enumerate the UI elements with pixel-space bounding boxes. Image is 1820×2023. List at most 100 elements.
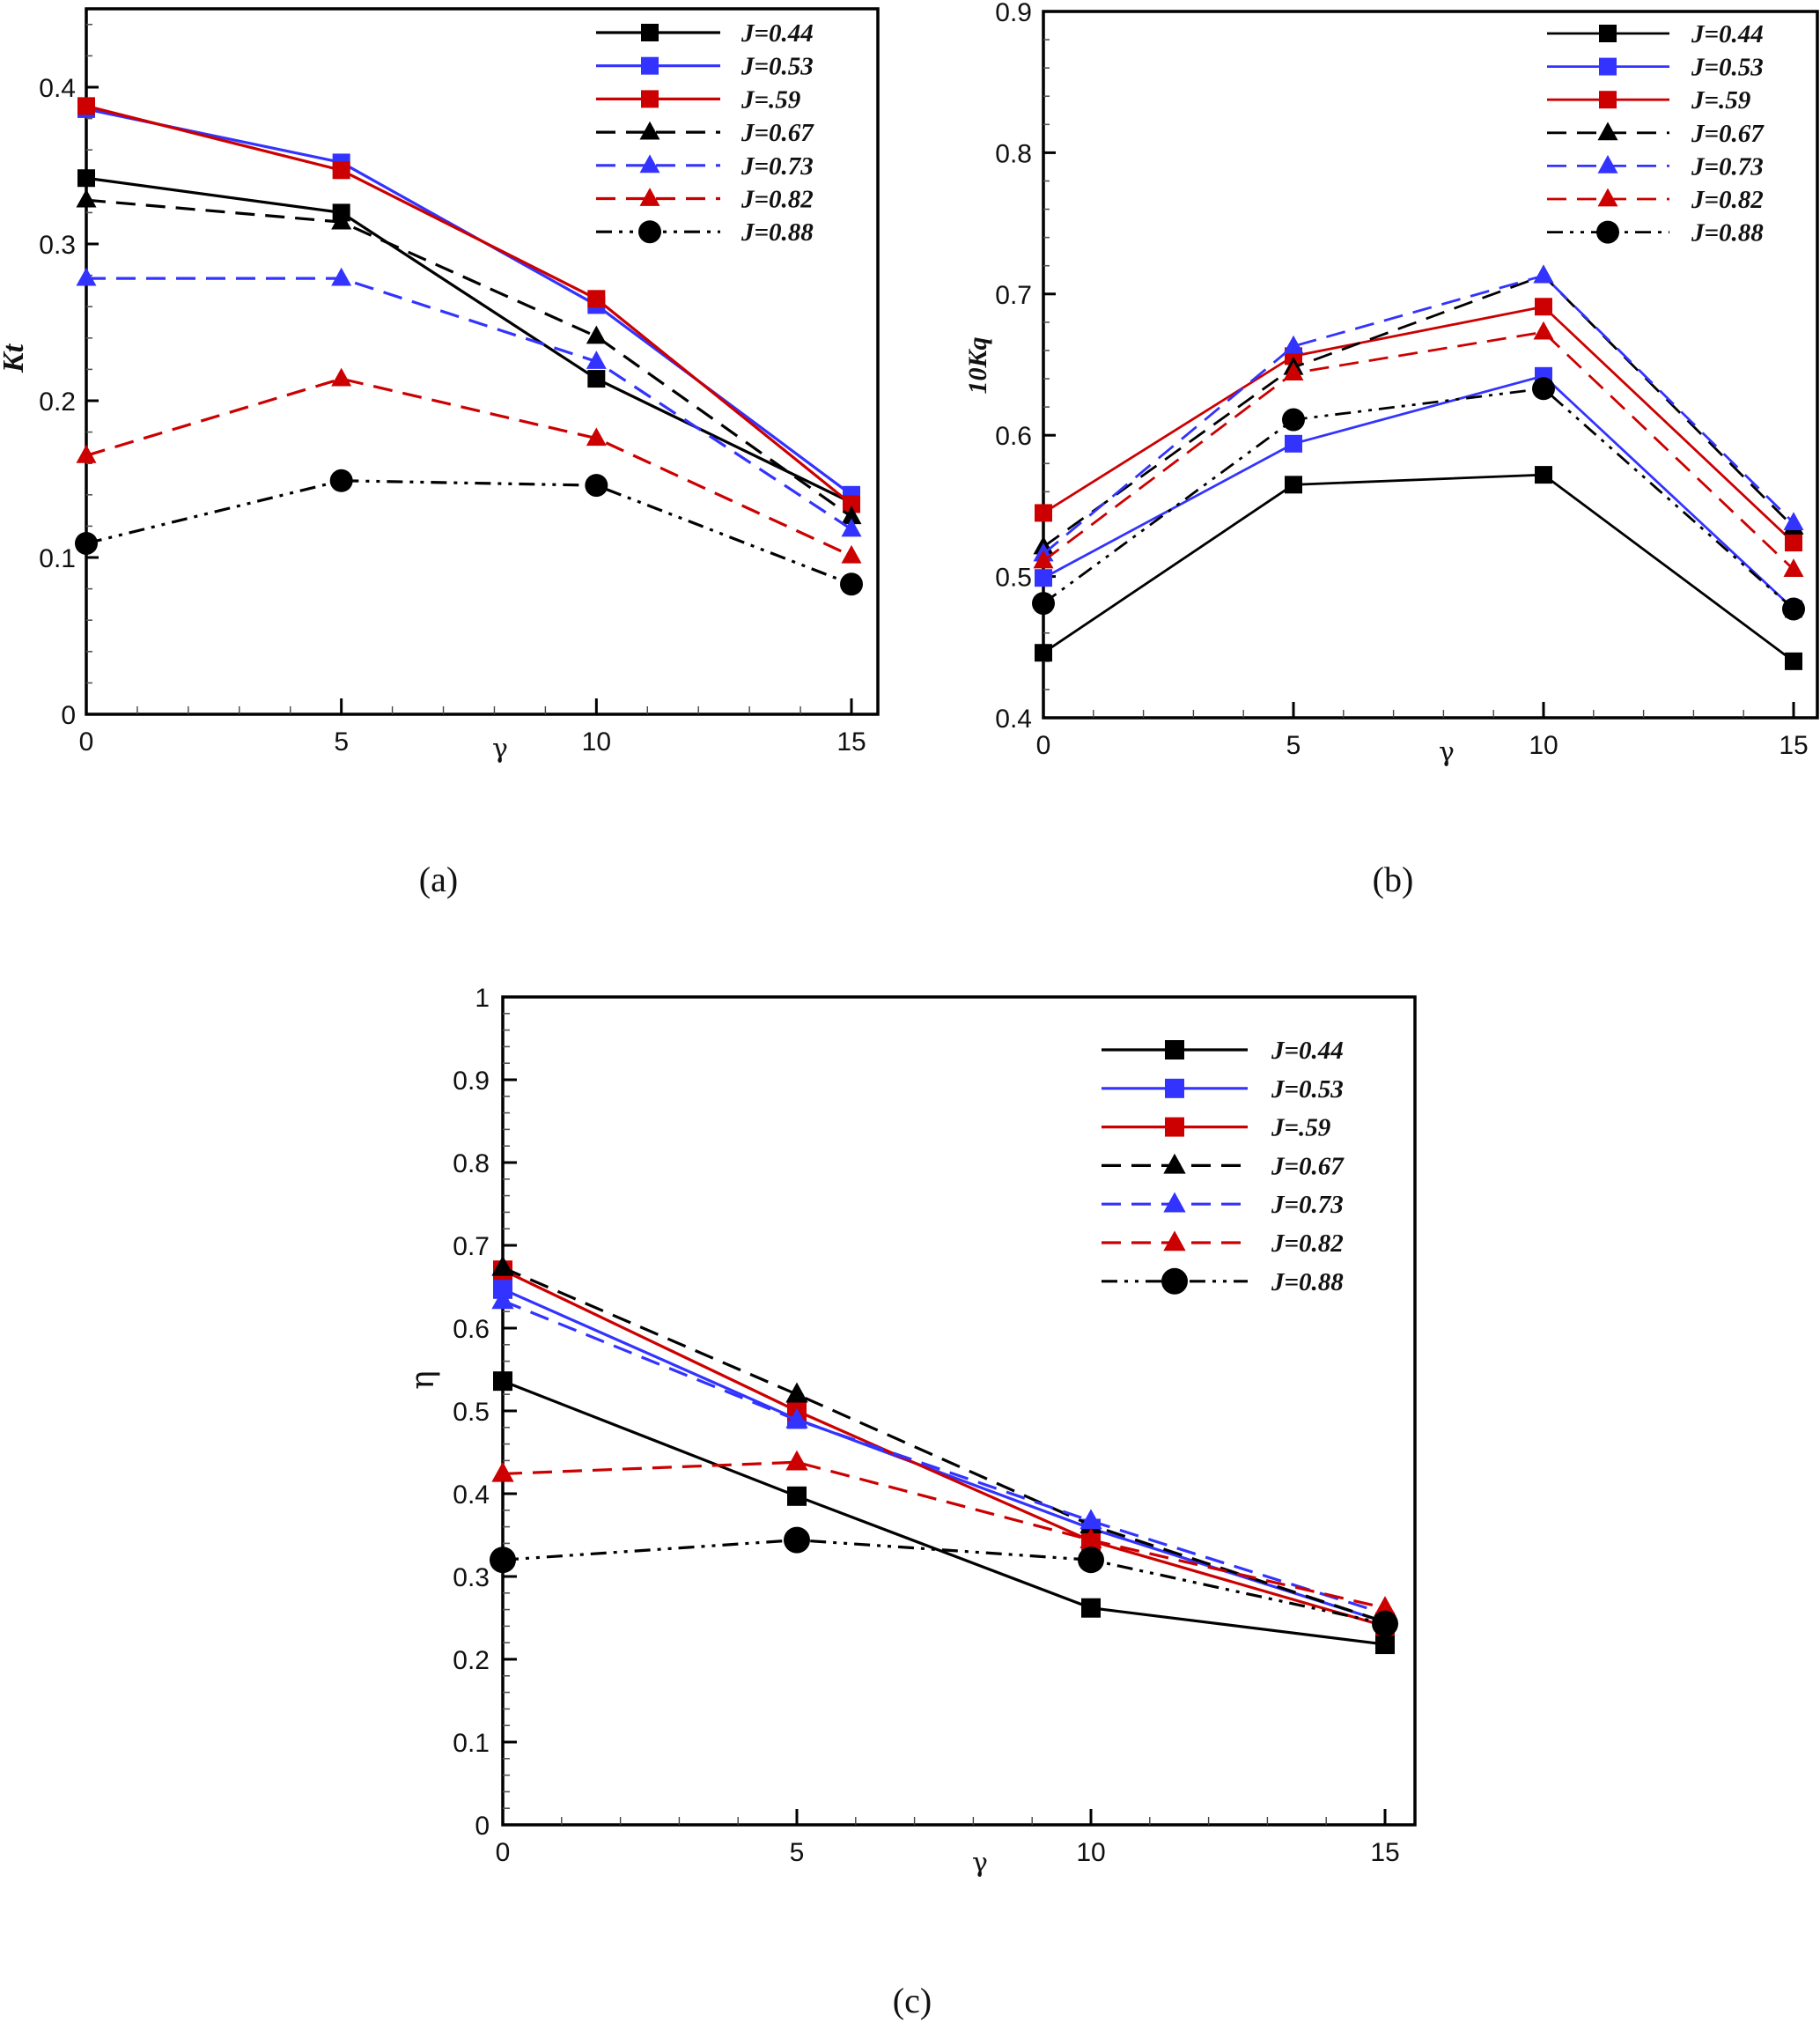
legend-marker-square <box>641 56 659 75</box>
series-line <box>502 1266 1386 1624</box>
series-line <box>1043 305 1794 544</box>
chart-a-kt: (a) Kt γ 0 0.1 0.2 0.3 0.4 0 5 10 15 J=0.44 J=0.53… <box>0 7 880 899</box>
series-line <box>85 198 852 519</box>
series-j-0-82 <box>491 1450 1396 1616</box>
data-point-circle <box>329 469 353 492</box>
series-j-59 <box>77 97 860 513</box>
legend-label: J=.59 <box>1691 86 1750 114</box>
legend-marker-circle <box>1161 1267 1188 1295</box>
chart-c-eta: (c) η γ 00.10.20.30.40.50.60.70.80.910 5 1… <box>405 984 1417 2020</box>
data-point-square <box>1785 652 1802 670</box>
plot-frame <box>1042 10 1819 720</box>
chart-c-x-axis-title: γ <box>972 1848 988 1879</box>
data-point-triangle <box>1533 264 1554 284</box>
data-point-square <box>1285 476 1302 494</box>
x-tick-label: 0 <box>79 727 94 757</box>
series-line <box>1043 330 1794 571</box>
legend-item: J=0.73 <box>1102 1191 1344 1219</box>
x-tick-label: 5 <box>1286 731 1301 760</box>
data-point-triangle <box>1283 362 1304 381</box>
legend-marker-square <box>1599 25 1617 42</box>
legend-item: J=0.53 <box>596 53 814 81</box>
data-point-triangle <box>586 325 607 344</box>
legend-item: J=.59 <box>1547 86 1750 114</box>
legend-marker-square <box>1165 1040 1184 1059</box>
legend-marker-square <box>1599 57 1617 76</box>
data-point-triangle <box>841 506 862 525</box>
data-point-square <box>1035 504 1052 522</box>
y-tick-label: 0.9 <box>995 0 1032 27</box>
data-point-circle <box>1078 1547 1104 1574</box>
plot-frame <box>85 7 880 716</box>
series-j-0-67 <box>491 1255 1396 1630</box>
data-point-triangle <box>1079 1509 1102 1530</box>
x-tick-label: 10 <box>1076 1838 1105 1867</box>
chart-c-caption: (c) <box>893 1981 932 2020</box>
series-j-0-82 <box>1033 321 1804 577</box>
data-point-triangle <box>491 1288 514 1310</box>
legend-marker-square <box>641 90 659 108</box>
data-point-square <box>77 97 95 115</box>
series-line <box>85 104 853 506</box>
y-tick-label: 0.5 <box>995 564 1032 593</box>
x-tick-label: 10 <box>582 727 611 757</box>
legend-label: J=0.53 <box>1691 54 1764 82</box>
legend: J=0.44 J=0.53 J=.59 J=0.67 J=0.73 J=0.82 J=0.8… <box>1547 20 1765 247</box>
legend-label: J=0.44 <box>1691 20 1764 48</box>
y-tick-label: 0.8 <box>995 139 1032 168</box>
data-point-triangle <box>586 351 607 369</box>
series-line <box>502 1379 1386 1646</box>
legend-item: J=0.44 <box>1102 1037 1344 1065</box>
legend-label: J=0.82 <box>741 186 814 214</box>
series-j-0-53 <box>493 1279 1395 1632</box>
data-point-square <box>1535 298 1552 316</box>
legend-label: J=0.67 <box>1691 120 1765 148</box>
data-point-square <box>1035 644 1052 662</box>
chart-a-y-axis-title: Kt <box>0 343 30 373</box>
chart-b-caption: (b) <box>1373 860 1414 899</box>
y-tick-label: 0.7 <box>995 281 1032 310</box>
legend-label: J=0.67 <box>741 119 814 147</box>
data-point-square <box>787 1486 807 1506</box>
legend-label: J=0.82 <box>1691 186 1764 214</box>
legend-label: J=0.73 <box>741 152 814 181</box>
legend-item: J=0.67 <box>596 119 814 147</box>
series-j-0-82 <box>76 367 862 564</box>
data-point-square <box>77 169 95 188</box>
y-tick-label: 0.7 <box>453 1232 490 1261</box>
legend-item: J=0.53 <box>1102 1075 1344 1104</box>
y-tick-label: 0.4 <box>995 705 1032 734</box>
series-j-0-44 <box>493 1371 1395 1655</box>
legend-marker-triangle <box>639 121 660 140</box>
y-tick-label: 0.1 <box>39 544 76 573</box>
legend-item: J=.59 <box>596 85 800 114</box>
x-tick-label: 0 <box>496 1838 511 1867</box>
legend-item: J=0.73 <box>596 152 814 181</box>
x-tick-label: 15 <box>836 727 866 757</box>
x-tick-label: 5 <box>790 1838 805 1867</box>
data-point-square <box>493 1371 512 1392</box>
legend-marker-triangle <box>639 154 660 174</box>
legend-marker-triangle <box>1163 1230 1186 1251</box>
series-line <box>502 1268 1386 1628</box>
data-point-triangle <box>1079 1528 1102 1548</box>
data-point-triangle <box>785 1382 808 1403</box>
legend: J=0.44 J=0.53 J=.59 J=0.67 J=0.73 J=0.82 J=0.8… <box>1102 1037 1345 1296</box>
data-point-triangle <box>841 544 862 564</box>
legend-marker-triangle <box>1597 188 1618 207</box>
legend-label: J=0.53 <box>1271 1075 1344 1104</box>
data-point-triangle <box>785 1450 808 1471</box>
legend-label: J=.59 <box>741 85 800 114</box>
series-line <box>85 479 852 586</box>
data-point-triangle <box>331 210 352 230</box>
x-tick-label: 5 <box>334 727 349 757</box>
series-j-0-88 <box>1032 377 1805 621</box>
series-line <box>85 377 852 557</box>
data-point-circle <box>1032 592 1055 616</box>
legend-marker-circle <box>1596 220 1619 244</box>
series-line <box>1043 387 1794 610</box>
legend-marker-triangle <box>1163 1192 1186 1213</box>
legend-marker-triangle <box>1597 155 1618 174</box>
legend-marker-triangle <box>1163 1153 1186 1174</box>
